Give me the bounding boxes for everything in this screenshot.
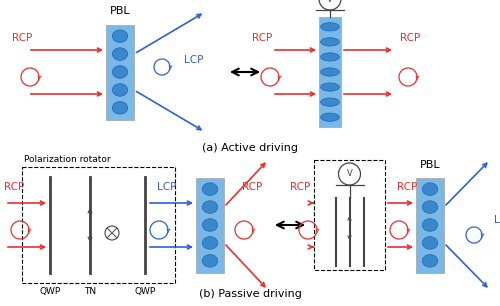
Text: Polarization rotator: Polarization rotator <box>24 155 110 164</box>
Ellipse shape <box>112 48 128 60</box>
Ellipse shape <box>112 30 128 43</box>
Ellipse shape <box>202 201 218 213</box>
Ellipse shape <box>422 183 438 196</box>
Ellipse shape <box>320 23 340 31</box>
Text: PBL: PBL <box>110 6 130 17</box>
Text: V: V <box>327 0 333 3</box>
Text: LCP: LCP <box>158 182 176 192</box>
Text: RCP: RCP <box>290 182 310 192</box>
Ellipse shape <box>422 255 438 267</box>
Ellipse shape <box>320 68 340 76</box>
Ellipse shape <box>202 255 218 267</box>
Ellipse shape <box>112 102 128 114</box>
Text: RCP: RCP <box>252 33 272 43</box>
Ellipse shape <box>320 98 340 106</box>
Bar <box>319 17 341 127</box>
Text: PBL: PBL <box>420 159 440 170</box>
Bar <box>22 167 175 283</box>
Text: QWP: QWP <box>134 287 156 296</box>
Text: V: V <box>346 170 352 178</box>
Bar <box>196 177 224 273</box>
Ellipse shape <box>422 201 438 213</box>
Text: RCP: RCP <box>400 33 420 43</box>
Ellipse shape <box>202 237 218 249</box>
Bar <box>106 24 134 120</box>
Text: QWP: QWP <box>40 287 60 296</box>
Ellipse shape <box>320 113 340 121</box>
Text: (a) Active driving: (a) Active driving <box>202 143 298 153</box>
Text: RCP: RCP <box>12 33 32 43</box>
Text: LCP: LCP <box>494 215 500 225</box>
Text: RCP: RCP <box>4 182 24 192</box>
Ellipse shape <box>320 53 340 61</box>
Text: TN: TN <box>84 287 96 296</box>
Bar <box>314 160 385 270</box>
Ellipse shape <box>320 83 340 91</box>
Ellipse shape <box>112 66 128 78</box>
Text: (b) Passive driving: (b) Passive driving <box>198 289 302 299</box>
Text: RCP: RCP <box>397 182 417 192</box>
Ellipse shape <box>202 183 218 196</box>
Ellipse shape <box>422 219 438 231</box>
Ellipse shape <box>112 84 128 96</box>
Ellipse shape <box>422 237 438 249</box>
Text: LCP: LCP <box>184 55 204 65</box>
Ellipse shape <box>202 219 218 231</box>
Bar <box>416 177 444 273</box>
Text: RCP: RCP <box>242 182 262 192</box>
Ellipse shape <box>320 38 340 46</box>
